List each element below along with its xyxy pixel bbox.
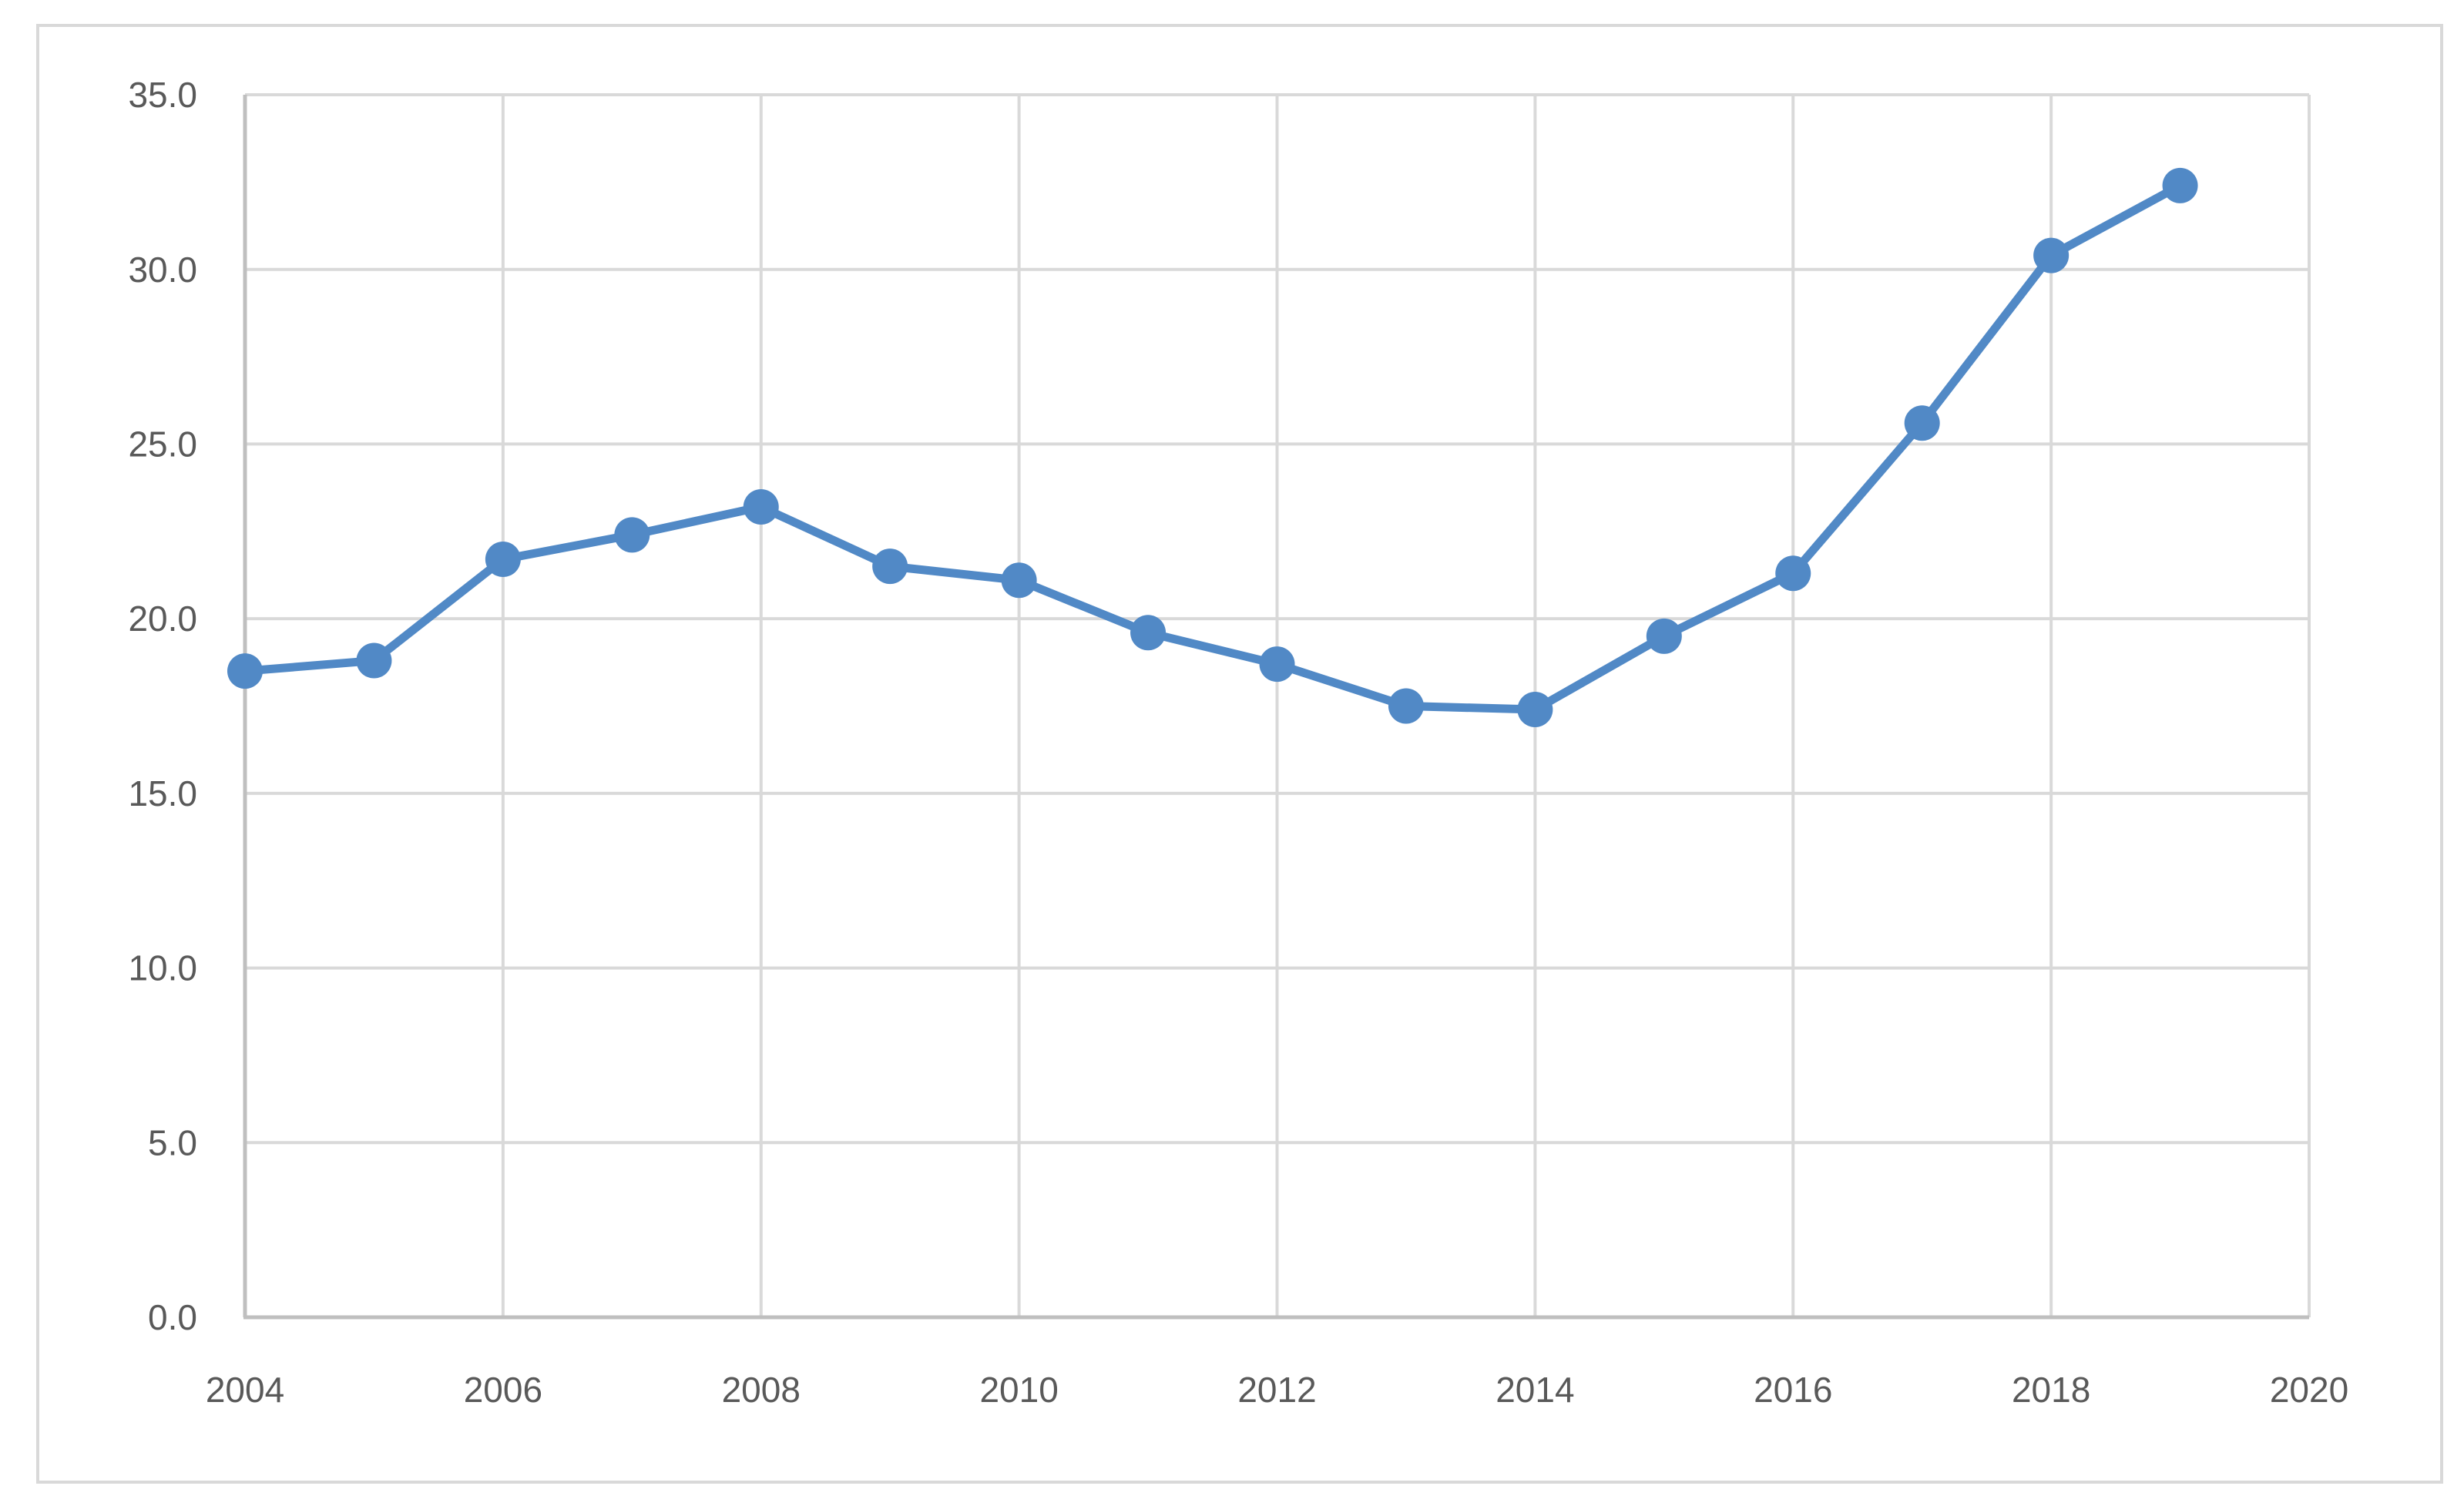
data-point-marker — [743, 489, 779, 525]
y-axis-tick-label: 10.0 — [128, 948, 197, 988]
data-series — [227, 167, 2198, 728]
x-axis-tick-labels: 2004 2006 2008 2010 2012 2014 2016 2018 2020 — [206, 1370, 2348, 1410]
data-point-marker — [1775, 555, 1811, 592]
data-point-marker — [1517, 692, 1553, 728]
y-axis-tick-label: 30.0 — [128, 250, 197, 290]
data-point-marker — [1904, 405, 1940, 441]
axis-lines — [243, 95, 2309, 1320]
x-axis-tick-label: 2008 — [722, 1370, 801, 1410]
data-point-marker — [1388, 688, 1424, 724]
series-line — [240, 181, 2185, 714]
data-point-marker — [1259, 646, 1295, 683]
y-axis-tick-label: 25.0 — [128, 424, 197, 465]
x-axis-tick-label: 2010 — [979, 1370, 1058, 1410]
horizontal-gridlines — [245, 93, 2309, 1145]
x-axis-tick-label: 2018 — [2012, 1370, 2090, 1410]
data-point-marker — [2162, 167, 2198, 203]
data-point-marker — [1646, 618, 1682, 654]
y-axis-tick-label: 35.0 — [128, 75, 197, 115]
data-point-marker — [1001, 562, 1037, 599]
data-point-marker — [227, 653, 263, 689]
x-axis-tick-label: 2020 — [2270, 1370, 2348, 1410]
chart-outer-border — [36, 24, 2443, 1484]
data-point-marker — [485, 542, 521, 578]
x-axis-tick-label: 2016 — [1754, 1370, 1832, 1410]
x-axis-tick-label: 2006 — [464, 1370, 542, 1410]
y-axis-tick-label: 0.0 — [148, 1297, 197, 1337]
x-axis-tick-label: 2014 — [1496, 1370, 1574, 1410]
data-point-marker — [356, 642, 392, 679]
y-axis-tick-labels: 0.0 5.0 10.0 15.0 20.0 25.0 30.0 35.0 — [128, 75, 197, 1337]
x-axis-tick-label: 2012 — [1237, 1370, 1316, 1410]
y-axis-tick-label: 20.0 — [128, 599, 197, 639]
x-axis-tick-label: 2004 — [206, 1370, 284, 1410]
y-axis-tick-label: 5.0 — [148, 1122, 197, 1162]
y-axis-tick-label: 15.0 — [128, 773, 197, 813]
data-point-marker — [2033, 237, 2070, 273]
data-point-marker — [872, 548, 908, 585]
data-point-marker — [614, 517, 650, 553]
data-point-marker — [1130, 615, 1167, 651]
